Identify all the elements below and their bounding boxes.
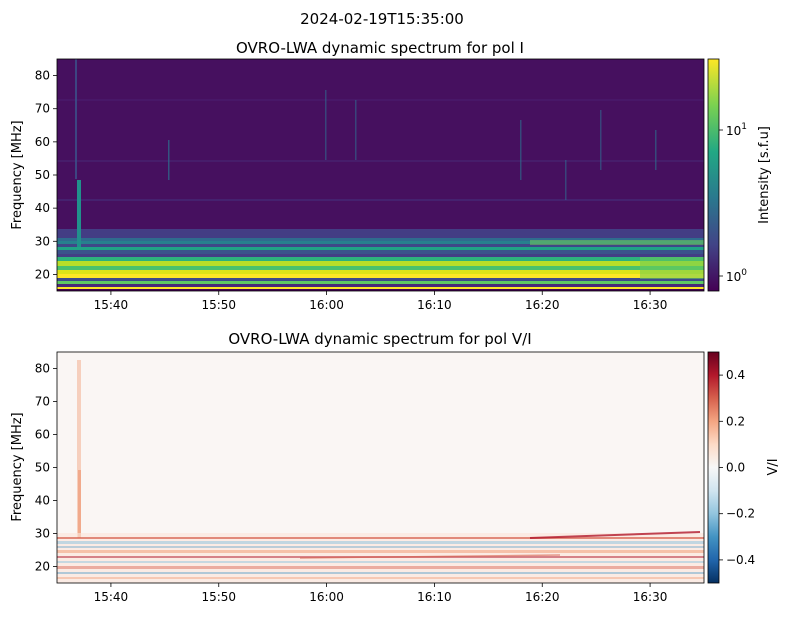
y-tick-label: 30 xyxy=(35,527,50,541)
x-tick-label: 16:20 xyxy=(525,590,560,604)
y-tick-label: 20 xyxy=(35,560,50,574)
y-axis-label: Frequency [MHz] xyxy=(10,120,25,229)
colorbar-tick-label: 0.0 xyxy=(726,461,745,475)
y-tick-label: 20 xyxy=(35,267,50,281)
x-tick-label: 16:30 xyxy=(633,590,668,604)
svg-text:101: 101 xyxy=(726,122,747,138)
y-tick-label: 60 xyxy=(35,135,50,149)
heatmap-image xyxy=(57,59,704,291)
panel-title: OVRO-LWA dynamic spectrum for pol V/I xyxy=(228,330,531,348)
colorbar-tick-label: −0.2 xyxy=(726,507,755,521)
colorbar-tick-label: 0.2 xyxy=(726,414,745,428)
colorbar-label: Intensity [s.f.u] xyxy=(757,126,772,224)
panel-title: OVRO-LWA dynamic spectrum for pol I xyxy=(236,39,524,57)
x-tick-label: 15:40 xyxy=(94,590,129,604)
y-tick-label: 40 xyxy=(35,494,50,508)
colorbar: 101 100 Intensity [s.f.u] xyxy=(707,58,772,292)
x-tick-label: 16:10 xyxy=(417,590,452,604)
x-tick-label: 16:30 xyxy=(633,298,668,312)
svg-text:100: 100 xyxy=(726,268,747,284)
y-tick-label: 70 xyxy=(35,102,50,116)
y-axis-label: Frequency [MHz] xyxy=(10,412,25,521)
axis-ticks: 15:40 15:50 16:00 16:10 16:20 16:30 20 30 40 50 60… xyxy=(35,362,668,605)
x-tick-label: 16:10 xyxy=(417,298,452,312)
y-tick-label: 30 xyxy=(35,234,50,248)
colorbar-tick-label: 0.4 xyxy=(726,368,745,382)
panel-stokes-i: OVRO-LWA dynamic spectrum for pol I xyxy=(10,39,772,312)
x-tick-label: 16:00 xyxy=(309,298,344,312)
colorbar-tick-label: −0.4 xyxy=(726,553,755,567)
y-tick-label: 60 xyxy=(35,428,50,442)
x-tick-label: 15:50 xyxy=(201,590,236,604)
y-tick-label: 50 xyxy=(35,168,50,182)
x-tick-label: 15:40 xyxy=(94,298,129,312)
y-tick-label: 80 xyxy=(35,362,50,376)
colorbar-label: V/I xyxy=(766,458,781,475)
y-tick-label: 50 xyxy=(35,461,50,475)
heatmap-image xyxy=(57,352,704,583)
suptitle: 2024-02-19T15:35:00 xyxy=(300,10,464,28)
x-tick-label: 16:20 xyxy=(525,298,560,312)
x-tick-label: 16:00 xyxy=(309,590,344,604)
y-tick-label: 70 xyxy=(35,395,50,409)
panel-stokes-vi: OVRO-LWA dynamic spectrum for pol V/I 15… xyxy=(10,330,781,604)
axis-ticks: 15:40 15:50 16:00 16:10 16:20 16:30 20 30 40 50 60… xyxy=(35,69,668,312)
y-tick-label: 80 xyxy=(35,69,50,83)
x-tick-label: 15:50 xyxy=(201,298,236,312)
colorbar: 0.4 0.2 0.0 −0.2 −0.4 V/I xyxy=(707,351,781,584)
y-tick-label: 40 xyxy=(35,201,50,215)
